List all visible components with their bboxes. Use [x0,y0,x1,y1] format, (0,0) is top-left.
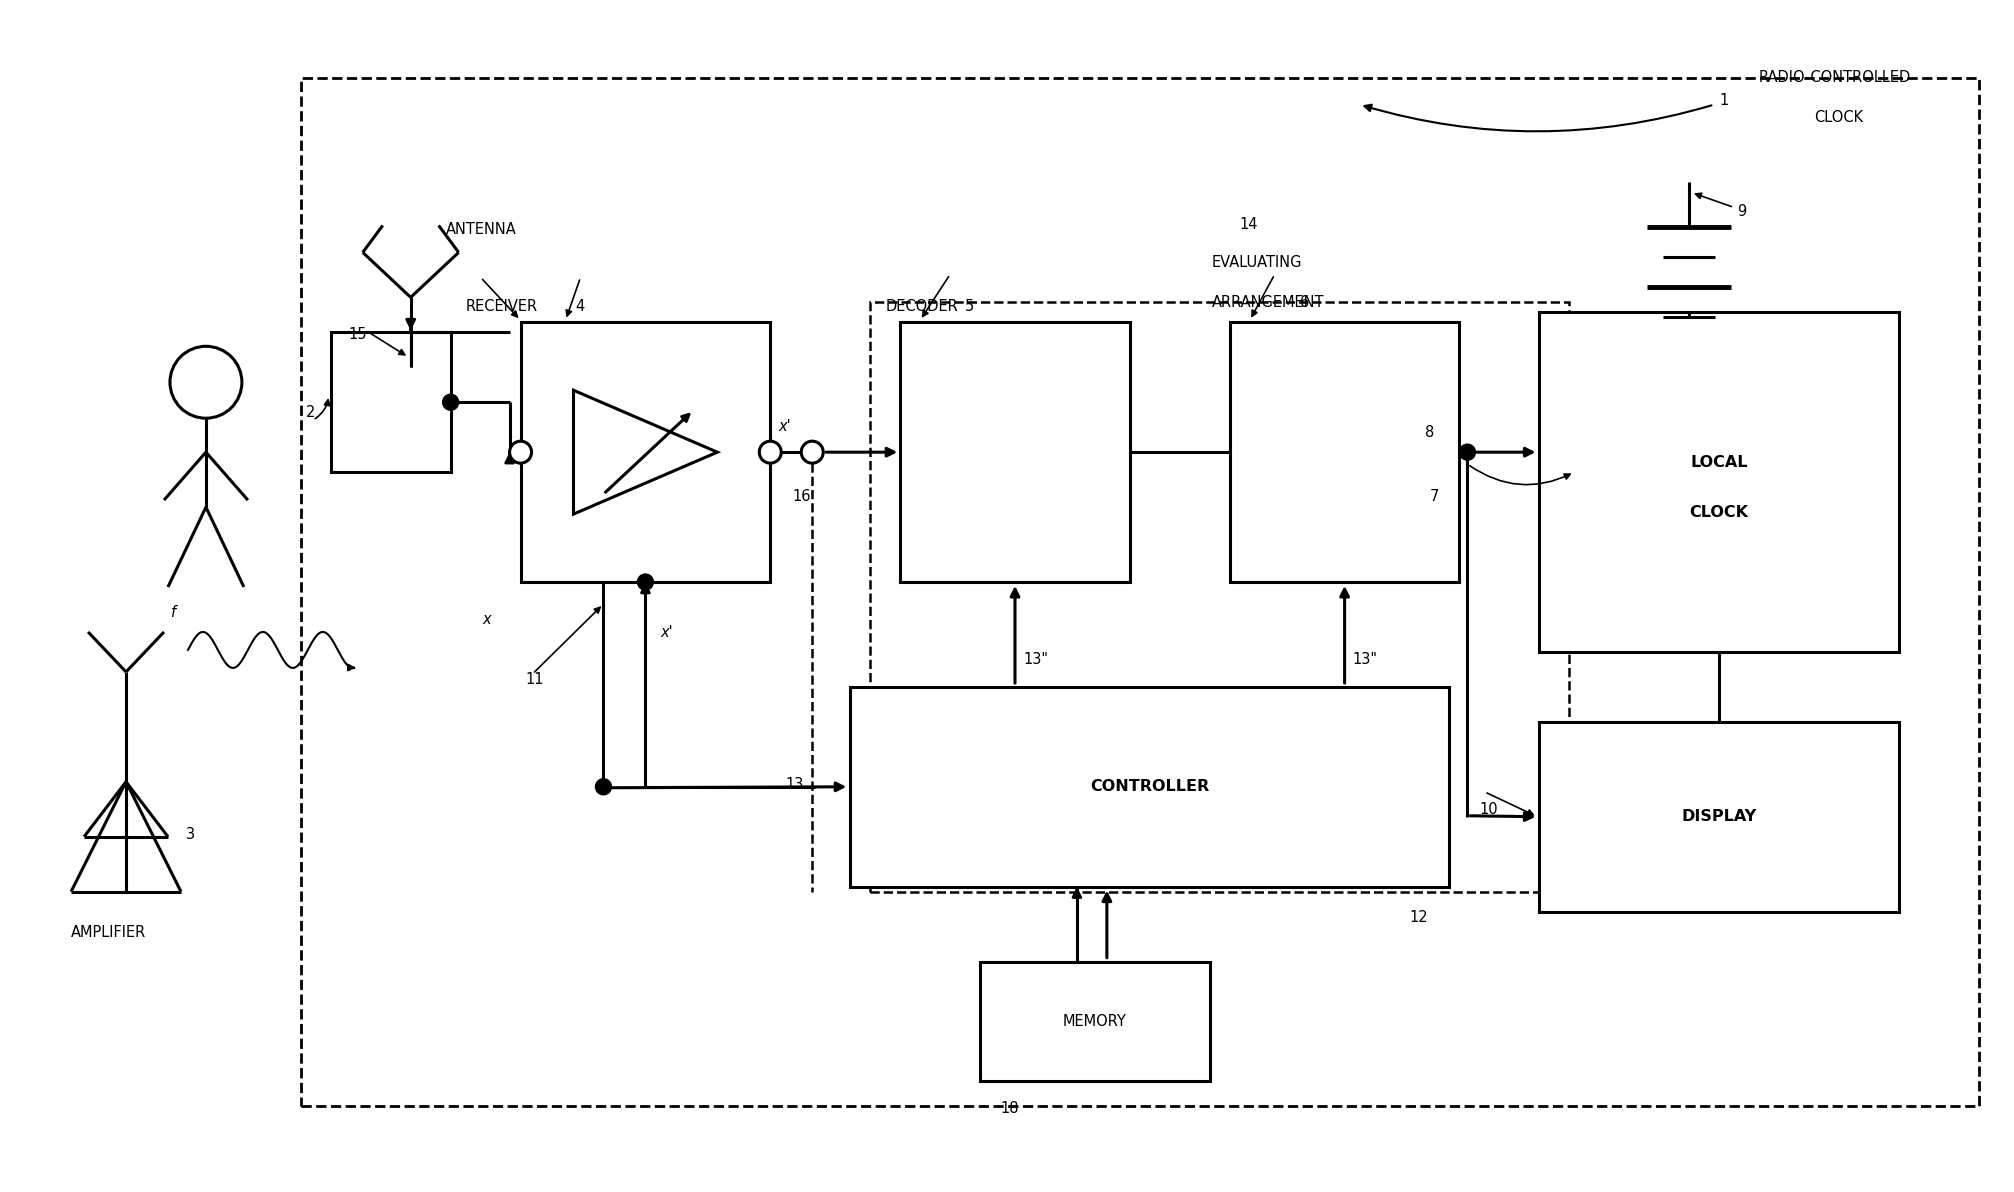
Text: 18: 18 [1001,1101,1019,1117]
Text: 4: 4 [576,299,584,315]
Text: CLOCK: CLOCK [1690,504,1748,520]
Bar [981,962,1210,1081]
Text: LOCAL: LOCAL [1690,454,1748,470]
Text: RECEIVER: RECEIVER [465,299,538,315]
Text: CONTROLLER: CONTROLLER [1090,780,1210,794]
Circle shape [759,441,781,464]
Circle shape [638,575,653,590]
Text: x: x [483,611,491,627]
Bar [520,322,769,582]
Text: 14: 14 [1241,217,1259,232]
Circle shape [802,441,824,464]
Text: RADIO-CONTROLLED: RADIO-CONTROLLED [1758,69,1911,85]
Text: DECODER: DECODER [884,299,959,315]
Text: 1: 1 [1720,93,1728,107]
Bar [300,77,1980,1106]
Text: DISPLAY: DISPLAY [1682,809,1756,824]
Circle shape [596,778,612,795]
Text: 13: 13 [785,777,804,791]
Text: 9: 9 [1738,205,1746,219]
Bar [1231,322,1460,582]
Text: 16: 16 [792,489,812,504]
Text: 10: 10 [1480,802,1498,817]
Text: ANTENNA: ANTENNA [445,223,516,237]
Text: 11: 11 [526,672,544,687]
Circle shape [1460,445,1476,460]
Text: 6: 6 [1299,296,1309,310]
Text: EVALUATING: EVALUATING [1212,255,1303,271]
Text: MEMORY: MEMORY [1063,1014,1128,1029]
Text: 15: 15 [348,328,367,342]
Circle shape [443,395,459,410]
Text: 8: 8 [1424,426,1434,440]
Circle shape [510,441,532,464]
Text: x': x' [661,625,673,640]
Text: 13": 13" [1023,652,1047,666]
Text: CLOCK: CLOCK [1815,110,1863,124]
Circle shape [169,347,242,418]
Text: AMPLIFIER: AMPLIFIER [70,925,147,939]
Bar [1539,722,1899,912]
Text: f: f [171,606,175,620]
Text: x': x' [777,420,792,434]
Text: 2: 2 [306,405,316,421]
Text: ARRANGEMENT: ARRANGEMENT [1212,296,1325,310]
Text: 12: 12 [1410,909,1428,925]
Bar [330,333,451,472]
Text: 7: 7 [1430,489,1438,504]
Text: 3: 3 [185,827,195,842]
Bar [1539,312,1899,652]
Text: 5: 5 [965,299,975,315]
Bar [900,322,1130,582]
Bar [870,303,1569,892]
Bar [850,687,1450,887]
Text: 13": 13" [1353,652,1378,666]
